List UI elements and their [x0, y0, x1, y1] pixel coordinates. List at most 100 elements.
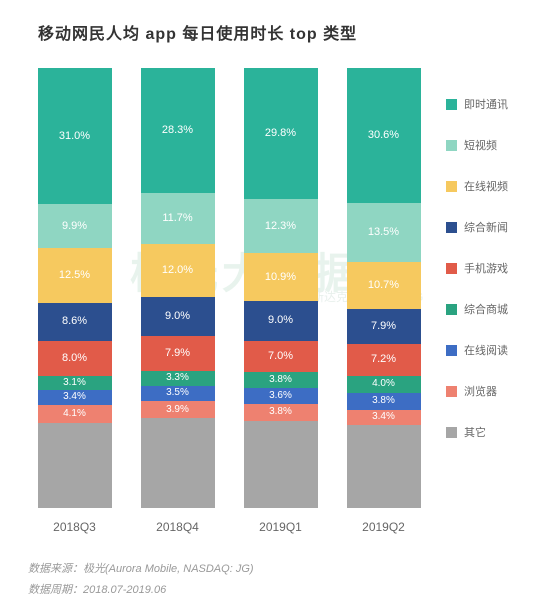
bar-column: 28.3% 11.7% 12.0% 9.0% 7.9% 3.3% 3.5% 3.9%	[137, 68, 218, 508]
legend: 即时通讯短视频在线视频综合新闻手机游戏综合商城在线阅读浏览器其它	[430, 68, 532, 440]
stacked-bar: 30.6%13.5%10.7%7.9%7.2%4.0%3.8%3.4%	[347, 68, 421, 508]
segment-value: 7.2%	[371, 354, 396, 365]
segment-value: 12.3%	[265, 221, 296, 232]
segment-value: 3.8%	[269, 375, 292, 385]
legend-label: 综合新闻	[464, 219, 508, 235]
stacked-bar: 28.3% 11.7% 12.0% 9.0% 7.9% 3.3% 3.5% 3.9%	[141, 68, 215, 508]
footer-period: 数据周期：2018.07-2019.06	[28, 581, 532, 600]
legend-item-other: 其它	[446, 424, 532, 440]
bar-segment-short: 13.5%	[347, 203, 421, 262]
chart-title: 移动网民人均 app 每日使用时长 top 类型	[38, 20, 532, 44]
stacked-bar: 29.8% 12.3% 10.9% 9.0% 7.0% 3.8% 3.6% 3.8%	[244, 68, 318, 508]
segment-value: 12.0%	[162, 265, 193, 276]
legend-swatch	[446, 181, 457, 192]
x-label: 2018Q4	[137, 520, 218, 534]
segment-value: 3.8%	[372, 396, 395, 406]
segment-value: 11.7%	[162, 213, 192, 224]
bar-segment-read: 3.6%	[244, 388, 318, 404]
bar-segment-other	[244, 421, 318, 508]
legend-swatch	[446, 345, 457, 356]
bar-segment-other	[141, 418, 215, 508]
bar-segment-im: 29.8%	[244, 68, 318, 199]
bar-segment-read: 3.5%	[141, 386, 215, 401]
bar-segment-other	[38, 423, 112, 508]
legend-item-online: 在线视频	[446, 178, 532, 194]
x-axis-labels: 2018Q3 2018Q4 2019Q1 2019Q2	[28, 508, 430, 534]
segment-value: 8.0%	[62, 353, 87, 364]
segment-value: 4.0%	[372, 379, 395, 389]
legend-item-game: 手机游戏	[446, 260, 532, 276]
bar-segment-im: 28.3%	[141, 68, 215, 193]
legend-item-short: 短视频	[446, 137, 532, 153]
legend-label: 在线视频	[464, 178, 508, 194]
segment-value: 3.3%	[166, 373, 189, 383]
bar-segment-news: 7.9%	[347, 309, 421, 344]
bar-segment-browser: 3.9%	[141, 401, 215, 418]
legend-label: 在线阅读	[464, 342, 508, 358]
bar-segment-online: 10.9%	[244, 253, 318, 301]
legend-swatch	[446, 99, 457, 110]
legend-label: 综合商城	[464, 301, 508, 317]
segment-value: 4.1%	[63, 409, 86, 419]
segment-value: 10.7%	[368, 280, 399, 291]
segment-value: 7.0%	[268, 351, 293, 362]
bar-segment-im: 31.0%	[38, 68, 112, 204]
bar-segment-game: 7.0%	[244, 341, 318, 372]
bar-segment-online: 12.5%	[38, 248, 112, 303]
bar-segment-mall: 4.0%	[347, 376, 421, 394]
legend-item-mall: 综合商城	[446, 301, 532, 317]
legend-swatch	[446, 427, 457, 438]
segment-value: 3.5%	[166, 388, 189, 398]
segment-value: 3.9%	[166, 405, 189, 415]
bar-segment-im: 30.6%	[347, 68, 421, 203]
legend-item-read: 在线阅读	[446, 342, 532, 358]
bar-segment-news: 9.0%	[244, 301, 318, 341]
chart-container: 极光大数据 纳斯达克股票代码：JG 移动网民人均 app 每日使用时长 top …	[0, 0, 550, 604]
bar-segment-mall: 3.3%	[141, 371, 215, 386]
legend-item-browser: 浏览器	[446, 383, 532, 399]
segment-value: 10.9%	[265, 272, 296, 283]
bar-segment-read: 3.8%	[347, 393, 421, 410]
bar-segment-game: 7.9%	[141, 336, 215, 371]
segment-value: 7.9%	[165, 348, 190, 359]
bar-segment-short: 11.7%	[141, 193, 215, 244]
bar-segment-game: 8.0%	[38, 341, 112, 376]
bar-segment-online: 10.7%	[347, 262, 421, 309]
footer-source: 数据来源：极光(Aurora Mobile, NASDAQ: JG)	[28, 560, 532, 579]
x-label: 2019Q1	[240, 520, 321, 534]
bar-segment-short: 12.3%	[244, 199, 318, 253]
bar-segment-short: 9.9%	[38, 204, 112, 248]
legend-swatch	[446, 222, 457, 233]
chart-row: 31.0%9.9%12.5%8.6%8.0%3.1%3.4%4.1%28.3%1…	[28, 68, 532, 534]
bar-segment-mall: 3.1%	[38, 376, 112, 390]
legend-label: 短视频	[464, 137, 497, 153]
legend-swatch	[446, 386, 457, 397]
bar-segment-online: 12.0%	[141, 244, 215, 297]
chart-footer: 数据来源：极光(Aurora Mobile, NASDAQ: JG) 数据周期：…	[28, 560, 532, 599]
segment-value: 9.0%	[268, 315, 293, 326]
segment-value: 7.9%	[371, 321, 396, 332]
plot-area: 31.0%9.9%12.5%8.6%8.0%3.1%3.4%4.1%28.3%1…	[28, 68, 430, 534]
bar-segment-browser: 3.8%	[244, 404, 318, 421]
bar-segment-read: 3.4%	[38, 390, 112, 405]
legend-swatch	[446, 304, 457, 315]
segment-value: 12.5%	[59, 270, 90, 281]
segment-value: 9.0%	[165, 311, 190, 322]
segment-value: 28.3%	[162, 125, 193, 136]
segment-value: 3.8%	[269, 407, 292, 417]
segment-value: 13.5%	[368, 227, 399, 238]
bar-column: 31.0%9.9%12.5%8.6%8.0%3.1%3.4%4.1%	[34, 68, 115, 508]
legend-label: 其它	[464, 424, 486, 440]
bar-segment-other	[347, 425, 421, 508]
legend-swatch	[446, 140, 457, 151]
x-label: 2018Q3	[34, 520, 115, 534]
bar-segment-mall: 3.8%	[244, 372, 318, 389]
segment-value: 3.6%	[269, 391, 292, 401]
segment-value: 3.4%	[63, 392, 86, 402]
segment-value: 3.1%	[63, 378, 86, 388]
bar-segment-browser: 4.1%	[38, 405, 112, 423]
legend-item-im: 即时通讯	[446, 96, 532, 112]
legend-label: 手机游戏	[464, 260, 508, 276]
x-label: 2019Q2	[343, 520, 424, 534]
bars-area: 31.0%9.9%12.5%8.6%8.0%3.1%3.4%4.1%28.3%1…	[28, 68, 430, 508]
